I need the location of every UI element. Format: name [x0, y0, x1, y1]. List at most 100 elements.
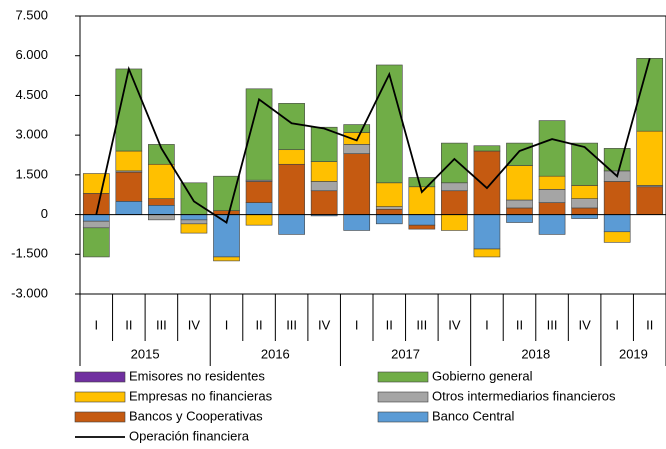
bar-segment [343, 144, 371, 154]
bar-segment [115, 150, 143, 172]
bar-segment [506, 199, 533, 209]
y-tick-label: 6.000 [15, 47, 48, 62]
bar-segment [148, 163, 175, 199]
bar-segment [603, 181, 631, 215]
bar-segment [278, 103, 305, 151]
bar-segment [538, 120, 566, 177]
bar-segment [375, 206, 403, 210]
x-tick-label: II [255, 317, 262, 332]
y-tick-label: 3.000 [15, 127, 48, 142]
bar-segment [571, 207, 598, 215]
bar-segment [603, 214, 631, 233]
x-tick-label: II [125, 317, 132, 332]
y-tick-label: 0 [41, 206, 48, 221]
x-tick-label: I [485, 317, 489, 332]
bar-segment [538, 175, 566, 190]
x-tick-label: II [386, 317, 393, 332]
bar-segment [245, 202, 273, 215]
x-tick-label: I [225, 317, 229, 332]
bar-segment [213, 256, 240, 262]
legend-label: Empresas no financieras [129, 388, 273, 403]
x-tick-label: III [156, 317, 167, 332]
bar-segment [343, 153, 371, 215]
bar-segment [636, 186, 664, 215]
bar-segment [603, 231, 631, 243]
legend-label: Gobierno general [432, 368, 533, 383]
x-tick-label: I [94, 317, 98, 332]
bar-segment [441, 142, 468, 184]
bar-segment [571, 142, 598, 186]
bar-segment [343, 124, 371, 133]
x-tick-label: IV [448, 317, 461, 332]
legend-label: Otros intermediarios financieros [432, 388, 616, 403]
bar-segment [180, 219, 208, 225]
y-tick-label: 1.500 [15, 166, 48, 181]
bar-segment [636, 130, 664, 186]
bar-segment [538, 214, 566, 235]
x-tick-label: II [646, 317, 653, 332]
x-group-label: 2015 [131, 346, 160, 361]
y-tick-label: -3.000 [11, 285, 48, 300]
x-tick-label: IV [318, 317, 331, 332]
bar-segment [115, 171, 143, 202]
bar-segment [278, 149, 305, 165]
bar-segment [506, 207, 533, 215]
y-tick-label: -1.500 [11, 246, 48, 261]
x-group-label: 2017 [391, 346, 420, 361]
bar-segment [375, 64, 403, 184]
bar-segment [310, 181, 338, 192]
bar-segment [441, 214, 468, 231]
bar-segment [278, 214, 305, 235]
x-tick-label: III [547, 317, 558, 332]
x-group-label: 2019 [619, 346, 648, 361]
legend-swatch [74, 371, 126, 383]
bar-segment [343, 214, 371, 231]
x-tick-label: II [516, 317, 523, 332]
y-tick-label: 7.500 [15, 7, 48, 22]
bar-segment [473, 145, 501, 152]
legend-swatch [377, 371, 429, 383]
bar-segment [538, 202, 566, 215]
x-tick-label: III [286, 317, 297, 332]
legend-label: Emisores no residentes [129, 368, 265, 383]
bar-segment [245, 181, 273, 203]
bar-segment [82, 220, 110, 229]
bar-segment [506, 214, 533, 223]
bar-segment [310, 190, 338, 215]
bar-segment [473, 214, 501, 250]
bar-segment [310, 126, 338, 162]
bar-segment [82, 227, 110, 258]
bar-segment [213, 175, 240, 211]
bar-segment [506, 165, 533, 201]
bar-segment [245, 214, 273, 226]
legend-swatch [377, 411, 429, 423]
legend-label: Banco Central [432, 408, 514, 423]
bar-segment [408, 224, 436, 230]
x-tick-label: I [355, 317, 359, 332]
bar-segment [148, 198, 175, 206]
bar-segment [180, 223, 208, 234]
bar-segment [408, 177, 436, 188]
bar-segment [115, 201, 143, 215]
legend-label: Operación financiera [129, 428, 250, 443]
bar-segment [148, 214, 175, 221]
bar-segment [571, 198, 598, 209]
legend-swatch [74, 391, 126, 403]
bar-segment [636, 58, 664, 132]
legend-swatch [377, 391, 429, 403]
bar-segment [213, 210, 240, 215]
bar-segment [538, 189, 566, 203]
bar-segment [148, 205, 175, 215]
bar-segment [473, 150, 501, 215]
bar-segment [571, 214, 598, 219]
bar-segment [278, 163, 305, 215]
x-tick-label: IV [188, 317, 201, 332]
x-tick-label: III [416, 317, 427, 332]
bar-segment [375, 214, 403, 225]
x-tick-label: I [615, 317, 619, 332]
legend-label: Bancos y Cooperativas [129, 408, 263, 423]
bar-segment [473, 248, 501, 258]
bar-segment [408, 214, 436, 226]
legend-swatch [74, 411, 126, 423]
